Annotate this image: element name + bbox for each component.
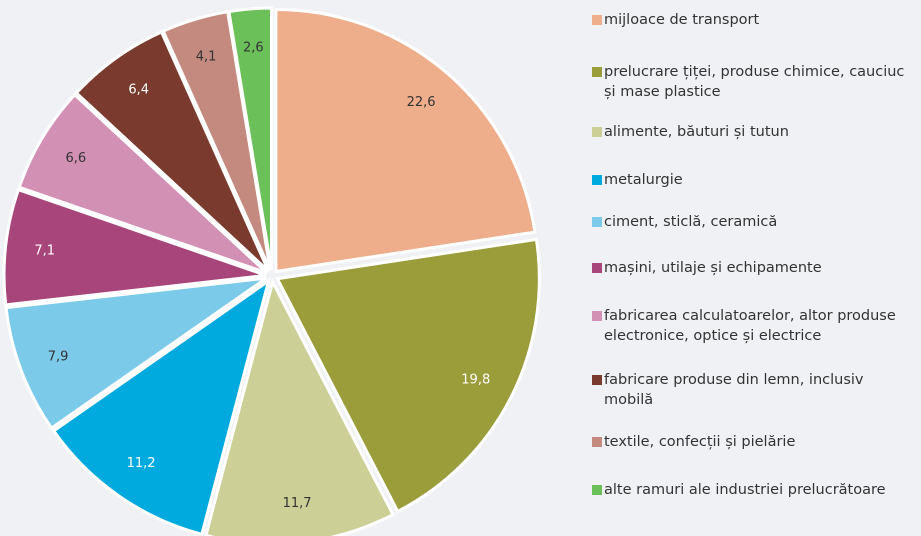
data-label: 22,6 <box>407 95 436 110</box>
pie-slice <box>204 277 396 536</box>
pie-slice <box>227 6 274 271</box>
data-label: 4,1 <box>196 49 217 64</box>
legend-swatch <box>592 375 602 385</box>
legend-swatch <box>592 311 602 321</box>
data-label: 6,4 <box>128 83 149 98</box>
pie-slice <box>51 277 272 536</box>
legend-item: textile, confecții și pielărie <box>592 432 917 452</box>
legend-label: metalurgie <box>604 172 683 188</box>
pie-slice <box>4 276 268 431</box>
pie-slice <box>2 187 267 307</box>
legend-swatch <box>592 437 602 447</box>
legend-item: fabricare produse din lemn, inclusiv mob… <box>592 370 917 410</box>
legend-swatch <box>592 263 602 273</box>
legend-swatch <box>592 127 602 137</box>
legend-swatch <box>592 67 602 77</box>
pie-slice <box>74 30 270 273</box>
legend-item: fabricarea calculatoarelor, altor produs… <box>592 306 917 346</box>
legend-label: fabricarea calculatoarelor, altor produs… <box>604 308 896 344</box>
pie-slice <box>17 92 268 275</box>
data-label: 19,8 <box>461 372 490 387</box>
legend-item: mijloace de transport <box>592 10 917 30</box>
pie: 22,6 19,8 11,7 11,2 7,9 7,1 6,6 6,4 4,1 2,6 <box>2 6 541 536</box>
data-label: 6,6 <box>66 151 87 166</box>
legend-label: mașini, utilaje și echipamente <box>604 260 822 276</box>
data-label: 7,9 <box>48 349 69 364</box>
legend-swatch <box>592 175 602 185</box>
legend-item: mașini, utilaje și echipamente <box>592 258 917 278</box>
legend-item: metalurgie <box>592 170 917 190</box>
legend-label: ciment, sticlă, ceramică <box>604 214 778 230</box>
pie-slice <box>274 7 537 274</box>
data-label: 11,7 <box>283 496 312 511</box>
legend-item: alimente, băuturi și tutun <box>592 122 917 142</box>
data-label: 7,1 <box>34 243 55 258</box>
legend-swatch <box>592 15 602 25</box>
legend-swatch <box>592 485 602 495</box>
legend-item: prelucrare țiței, produse chimice, cauci… <box>592 62 917 102</box>
legend-label: prelucrare țiței, produse chimice, cauci… <box>604 64 905 100</box>
data-label: 11,2 <box>127 456 156 471</box>
legend-label: textile, confecții și pielărie <box>604 434 796 450</box>
legend-label: alte ramuri ale industriei prelucrătoare <box>604 482 886 498</box>
legend-label: alimente, băuturi și tutun <box>604 124 789 140</box>
legend-item: alte ramuri ale industriei prelucrătoare <box>592 480 917 500</box>
legend-swatch <box>592 217 602 227</box>
data-label: 2,6 <box>243 41 264 56</box>
legend-item: ciment, sticlă, ceramică <box>592 212 917 232</box>
legend-label: mijloace de transport <box>604 12 760 28</box>
legend-label: fabricare produse din lemn, inclusiv mob… <box>604 372 864 408</box>
pie-slice <box>275 237 541 514</box>
